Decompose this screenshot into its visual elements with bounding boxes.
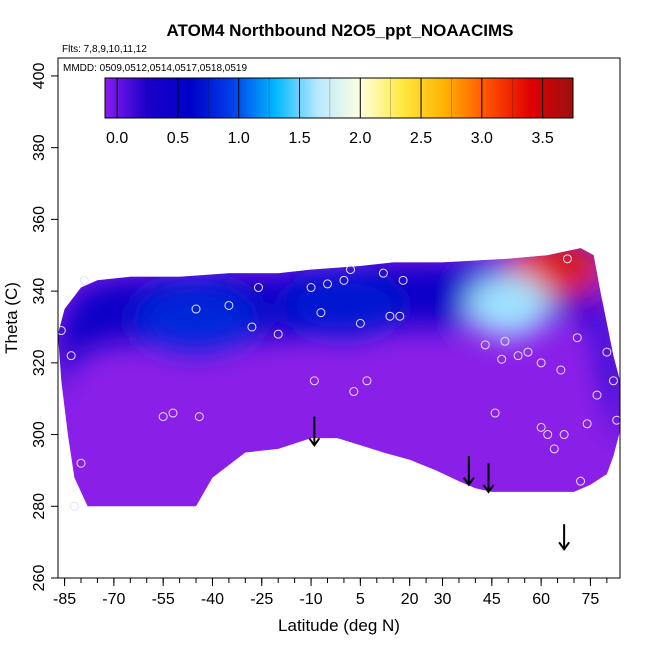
x-tick-label: 20 bbox=[401, 591, 419, 608]
sample-point bbox=[572, 333, 582, 343]
sample-point bbox=[523, 347, 533, 357]
x-tick-label: 45 bbox=[483, 591, 501, 608]
sample-point bbox=[339, 275, 349, 285]
sample-point bbox=[592, 390, 602, 400]
y-tick-label: 300 bbox=[31, 421, 48, 448]
x-tick-label: -70 bbox=[102, 591, 125, 608]
x-tick-label: 5 bbox=[356, 591, 365, 608]
sample-point bbox=[559, 430, 569, 440]
sample-point bbox=[536, 422, 546, 432]
sample-point bbox=[322, 279, 332, 289]
x-axis-title: Latitude (deg N) bbox=[278, 616, 400, 635]
sample-point bbox=[395, 311, 405, 321]
sample-point bbox=[480, 340, 490, 350]
colorbar-tick-label: 2.5 bbox=[410, 130, 432, 147]
sample-point bbox=[306, 283, 316, 293]
y-tick-label: 400 bbox=[31, 62, 48, 89]
y-axis-title: Theta (C) bbox=[2, 282, 21, 354]
sample-point bbox=[76, 458, 86, 468]
colorbar-tick-label: 0.0 bbox=[106, 130, 128, 147]
sample-point bbox=[349, 387, 359, 397]
sample-point bbox=[79, 275, 89, 285]
field-region-north-mid bbox=[466, 273, 551, 338]
sample-point bbox=[536, 358, 546, 368]
field-region-west-blue bbox=[136, 287, 257, 352]
sample-point bbox=[497, 354, 507, 364]
sample-point bbox=[543, 430, 553, 440]
sample-point bbox=[346, 265, 356, 275]
y-tick-label: 320 bbox=[31, 349, 48, 376]
sample-point bbox=[355, 318, 365, 328]
colorbar-ticks: 0.0 0.5 1.0 1.5 2.0 2.5 3.0 3.5 bbox=[106, 78, 554, 147]
sample-point bbox=[247, 322, 257, 332]
sample-point bbox=[562, 254, 572, 264]
sample-point bbox=[385, 311, 395, 321]
colorbar-tick-label: 1.0 bbox=[228, 130, 250, 147]
sample-point bbox=[191, 304, 201, 314]
x-tick-label: -40 bbox=[201, 591, 224, 608]
sample-point bbox=[168, 408, 178, 418]
concentration-field bbox=[58, 248, 620, 507]
colorbar-tick-label: 2.0 bbox=[349, 130, 371, 147]
sample-point bbox=[576, 476, 586, 486]
sample-point bbox=[309, 376, 319, 386]
sample-point bbox=[158, 412, 168, 422]
x-tick-label: -25 bbox=[250, 591, 273, 608]
sample-point bbox=[362, 376, 372, 386]
x-tick-label: 30 bbox=[434, 591, 452, 608]
sample-point bbox=[556, 365, 566, 375]
y-tick-label: 340 bbox=[31, 278, 48, 305]
y-tick-label: 380 bbox=[31, 134, 48, 161]
arrow-marker bbox=[558, 524, 570, 552]
sample-points bbox=[56, 254, 622, 511]
sample-point bbox=[69, 501, 79, 511]
x-axis: -85 -70 -55 -40 -25 -10 5 20 30 45 60 75 bbox=[53, 577, 620, 608]
y-tick-label: 280 bbox=[31, 493, 48, 520]
colorbar-tick-label: 1.5 bbox=[288, 130, 310, 147]
colorbar-tick-label: 0.5 bbox=[167, 130, 189, 147]
flights-note: Flts: 7,8,9,10,11,12 bbox=[62, 44, 147, 55]
sample-point bbox=[500, 336, 510, 346]
sample-point bbox=[273, 329, 283, 339]
x-tick-label: -10 bbox=[300, 591, 323, 608]
sample-point bbox=[602, 347, 612, 357]
colorbar-bar bbox=[104, 77, 574, 119]
colorbar-tick-label: 3.0 bbox=[471, 130, 493, 147]
y-tick-label: 260 bbox=[31, 565, 48, 592]
x-tick-label: -85 bbox=[53, 591, 76, 608]
sample-point bbox=[194, 412, 204, 422]
y-axis: 260 280 300 320 340 360 380 400 bbox=[31, 58, 59, 592]
sample-point bbox=[224, 300, 234, 310]
sample-point bbox=[513, 351, 523, 361]
chart-title: ATOM4 Northbound N2O5_ppt_NOAACIMS bbox=[167, 21, 514, 40]
sample-point bbox=[608, 376, 618, 386]
sample-point bbox=[56, 326, 66, 336]
sample-point bbox=[253, 283, 263, 293]
sample-point bbox=[66, 351, 76, 361]
arrow-markers bbox=[308, 416, 570, 552]
sample-point bbox=[490, 408, 500, 418]
arrow-marker bbox=[482, 463, 495, 494]
x-tick-label: 60 bbox=[532, 591, 550, 608]
field-blur-group bbox=[58, 248, 620, 446]
x-tick-label: 75 bbox=[582, 591, 600, 608]
sample-point bbox=[582, 419, 592, 429]
colorbar-tick-label: 3.5 bbox=[531, 130, 553, 147]
sample-point bbox=[378, 268, 388, 278]
x-tick-label: -55 bbox=[152, 591, 175, 608]
sample-point bbox=[316, 308, 326, 318]
sample-point bbox=[612, 415, 622, 425]
arrow-marker bbox=[308, 416, 321, 448]
y-tick-label: 360 bbox=[31, 206, 48, 233]
arrow-marker bbox=[463, 456, 475, 487]
field-region-upper-blue bbox=[283, 273, 404, 338]
field-region-core bbox=[538, 253, 591, 278]
sample-point bbox=[398, 275, 408, 285]
dates-note: MMDD: 0509,0512,0514,0517,0518,0519 bbox=[63, 63, 247, 74]
field-gradients bbox=[58, 248, 620, 446]
sample-point bbox=[549, 444, 559, 454]
colorbar: 0.0 0.5 1.0 1.5 2.0 2.5 3.0 3.5 bbox=[104, 77, 574, 147]
